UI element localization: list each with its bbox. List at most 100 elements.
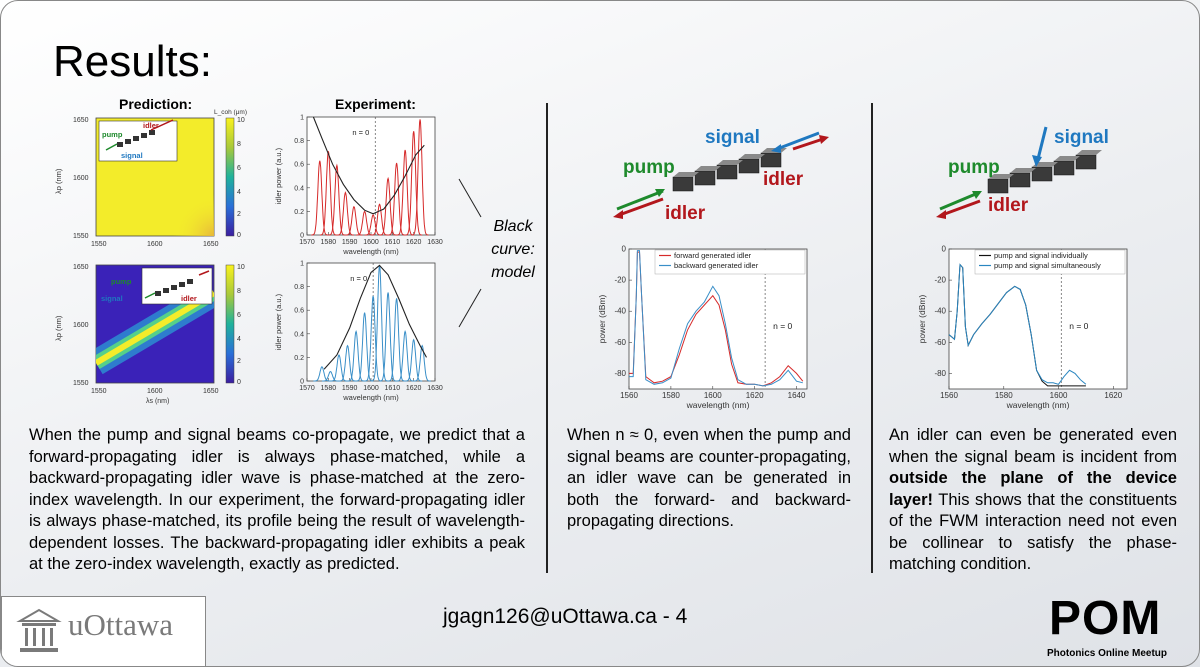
diagram-signal-text: signal: [1054, 127, 1109, 148]
idler-peak-curve: [388, 162, 406, 236]
footer-email: jgagn126@uOttawa.ca - 4: [443, 605, 688, 628]
idler-peak-curve: [364, 295, 382, 382]
colorbar-tick: 2: [237, 211, 241, 218]
model-curve: [312, 116, 425, 215]
prediction-map-forward: 10 8 6 4 2 0 L_coh (μm) 1650 1600 1550 1…: [54, 109, 247, 248]
inset-pump-text: pump: [111, 277, 132, 286]
idler-peak-curve: [328, 163, 346, 236]
idler-peak-curve: [313, 366, 331, 382]
prediction-map-backward: 10 8 6 4 2 0 1650 1600 1550 1550 1600 16…: [54, 264, 245, 405]
inset-pump-text: pump: [102, 130, 123, 139]
x-tick-label: 1610: [385, 385, 401, 392]
colorbar-tick: 8: [237, 141, 241, 148]
inset-signal-text: signal: [121, 151, 143, 160]
x-tick-label: 1630: [427, 385, 443, 392]
out-of-plane-spectrum-chart: 1560 1580 1600 1620 0 -20 -40 -60 -80 wavelength …: [917, 245, 1128, 410]
plot-area: [306, 116, 436, 236]
legend-entry: backward generated idler: [674, 261, 759, 270]
idler-peak-curve: [379, 292, 397, 382]
right-paragraph-start: An idler can even be generated even when…: [889, 426, 1177, 466]
idler-peak-curve: [396, 329, 414, 382]
map-xtick: 1650: [203, 388, 219, 395]
n0-annotation: n = 0: [773, 321, 792, 331]
colorbar-tick: 10: [237, 117, 245, 124]
x-axis-label: wavelength (nm): [686, 400, 750, 410]
y-tick-label: -80: [614, 369, 626, 378]
colorbar-label: L_coh (μm): [214, 109, 247, 116]
x-tick-label: 1560: [940, 391, 958, 400]
y-tick-label: -20: [614, 276, 626, 285]
model-note: Black curve: model: [483, 215, 543, 284]
idler-peak-curve: [405, 338, 423, 382]
map-ytick: 1600: [73, 322, 89, 329]
y-tick-label: -60: [934, 338, 946, 347]
map-xtick: 1650: [203, 241, 219, 248]
x-tick-label: 1630: [427, 239, 443, 246]
device-waveguide: [672, 148, 787, 192]
building-icon: [16, 608, 62, 652]
x-tick-label: 1590: [342, 239, 358, 246]
x-tick-label: 1600: [363, 385, 379, 392]
y-tick-label: 0.6: [294, 162, 304, 169]
y-tick-label: -40: [934, 307, 946, 316]
experiment-forward-chart: 1570 1580 1590 1600 1610 1620 1630 0 0.2 0.4 0.6 0.…: [274, 115, 443, 257]
legend-box: [974, 249, 1126, 275]
diagram-pump-text: pump: [948, 157, 1000, 178]
idler-peak-curve: [339, 344, 357, 382]
colorbar-tick: 4: [237, 336, 241, 343]
idler-peak-curve: [356, 312, 374, 382]
idler-peak-curve: [364, 214, 382, 236]
x-tick-label: 1620: [1104, 391, 1122, 400]
y-tick-label: 1: [300, 261, 304, 268]
y-tick-label: 0: [942, 245, 947, 254]
legend-entry: pump and signal simultaneously: [994, 261, 1101, 270]
y-tick-label: 0.8: [294, 138, 304, 145]
x-tick-label: 1580: [995, 391, 1013, 400]
y-axis-label: idler power (a.u.): [274, 293, 283, 350]
x-tick-label: 1600: [363, 239, 379, 246]
legend-box: [654, 249, 806, 275]
y-axis-label: idler power (a.u.): [274, 147, 283, 204]
map-ylabel: λp (nm): [54, 315, 63, 341]
slide-title: Results:: [53, 37, 212, 86]
y-tick-label: -80: [934, 369, 946, 378]
idler-peak-curve: [388, 298, 406, 382]
right-paragraph: An idler can even be generated even when…: [889, 425, 1177, 576]
idler-peak-curve: [321, 371, 339, 382]
idler-peak-curve: [396, 149, 414, 236]
idler-peak-curve: [411, 119, 429, 236]
model-note-line: curve:: [491, 241, 535, 258]
y-tick-label: 0.2: [294, 209, 304, 216]
idler-peak-curve: [330, 354, 348, 382]
y-tick-label: 0: [300, 233, 304, 240]
diagram-idler-text: idler: [665, 203, 706, 224]
spectrum-series-line: [948, 263, 1087, 385]
pom-logo-letters: POM: [1049, 592, 1162, 645]
x-tick-label: 1580: [321, 385, 337, 392]
x-tick-label: 1590: [342, 385, 358, 392]
legend-entry: pump and signal individually: [994, 251, 1088, 260]
divider-1: [546, 103, 548, 573]
x-tick-label: 1600: [704, 391, 722, 400]
diagram-idler-text: idler: [763, 169, 804, 190]
pom-logo-subtitle: Photonics Online Meetup: [1047, 648, 1168, 659]
colorbar-tick: 2: [237, 358, 241, 365]
x-tick-label: 1600: [1050, 391, 1068, 400]
map-xtick: 1550: [91, 241, 107, 248]
y-tick-label: 1: [300, 115, 304, 122]
x-tick-label: 1570: [299, 385, 315, 392]
counter-spectrum-chart: 1560 1580 1600 1620 1640 0 -20 -40 -60 -80 wavelen…: [597, 245, 808, 410]
colorbar-tick: 6: [237, 312, 241, 319]
colorbar-tick: 0: [237, 232, 241, 239]
model-note-line: Black: [493, 218, 533, 235]
colorbar-tick: 8: [237, 288, 241, 295]
colorbar-tick: 4: [237, 189, 241, 196]
x-tick-label: 1620: [406, 385, 422, 392]
inset-idler-text: idler: [143, 121, 159, 130]
map-ytick: 1650: [73, 117, 89, 124]
colorbar-tick: 6: [237, 165, 241, 172]
idler-peak-curve: [336, 191, 354, 236]
map-xtick: 1600: [147, 241, 163, 248]
colorbar-tick: 10: [237, 264, 245, 271]
